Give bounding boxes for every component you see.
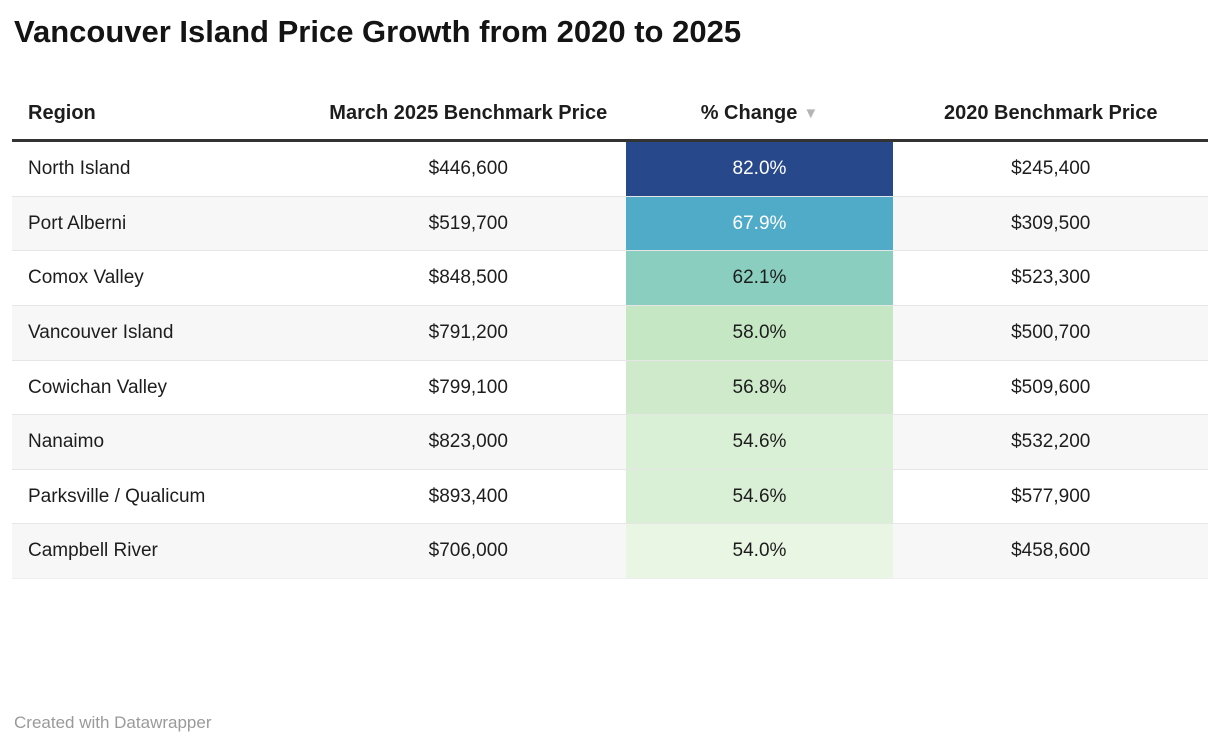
region-cell: Port Alberni <box>12 195 311 251</box>
region-label: North Island <box>28 158 131 179</box>
percent-change-cell: 54.0% <box>625 523 894 580</box>
region-label: Campbell River <box>28 540 158 562</box>
price-2020-cell: $509,600 <box>893 359 1208 415</box>
region-cell: Cowichan Valley <box>12 359 311 415</box>
column-header-change[interactable]: % Change ▼ <box>625 100 894 142</box>
price-2020-cell: $500,700 <box>893 304 1208 361</box>
percent-change-cell: 67.9% <box>625 195 894 251</box>
percent-change-cell: 54.6% <box>625 414 894 470</box>
region-label: Nanaimo <box>28 431 105 453</box>
region-label: Parksville / Qualicum <box>28 485 206 507</box>
table-row: Nanaimo $823,000 54.6% $532,200 <box>12 414 1208 470</box>
price-2020-cell: $577,900 <box>893 468 1208 524</box>
region-cell: Parksville / Qualicum <box>12 468 311 524</box>
percent-change-cell: 54.6% <box>625 468 894 524</box>
column-header-region[interactable]: Region <box>12 100 311 142</box>
region-label: Vancouver Island <box>28 321 174 343</box>
page-title: Vancouver Island Price Growth from 2020 … <box>14 14 742 49</box>
column-header-change-label: % Change <box>700 102 798 124</box>
price-2025-cell: $893,400 <box>311 468 626 524</box>
attribution: Created with Datawrapper <box>14 713 212 732</box>
column-header-region-label: Region <box>28 102 96 124</box>
price-growth-table: Region March 2025 Benchmark Price % Chan… <box>12 100 1208 580</box>
price-2025-cell: $706,000 <box>311 523 626 580</box>
column-header-price-2020[interactable]: 2020 Benchmark Price <box>893 100 1208 142</box>
percent-change-cell: 62.1% <box>625 250 894 306</box>
percent-change-cell: 82.0% <box>625 140 894 197</box>
table-row: Vancouver Island $791,200 58.0% $500,700 <box>12 304 1208 361</box>
region-cell: North Island <box>12 141 311 197</box>
table-body: North Island $446,600 82.0% $245,400 Por… <box>12 140 1208 580</box>
table-row: Comox Valley $848,500 62.1% $523,300 <box>12 250 1208 306</box>
price-2020-cell: $245,400 <box>1011 158 1091 179</box>
column-header-price-2020-label: 2020 Benchmark Price <box>943 102 1158 124</box>
price-2025-cell: $446,600 <box>428 158 508 179</box>
column-header-price-2025[interactable]: March 2025 Benchmark Price <box>311 100 626 142</box>
price-2025-cell: $823,000 <box>311 414 626 470</box>
percent-change-cell: 58.0% <box>625 304 894 361</box>
table-row: Parksville / Qualicum $893,400 54.6% $57… <box>12 468 1208 524</box>
region-cell: Comox Valley <box>12 250 311 306</box>
price-2020-cell: $309,500 <box>893 195 1208 251</box>
region-cell: Nanaimo <box>12 414 311 470</box>
region-cell: Campbell River <box>12 523 311 580</box>
region-label: Cowichan Valley <box>28 376 168 398</box>
region-cell: Vancouver Island <box>12 304 311 361</box>
percent-change-cell: 56.8% <box>625 359 894 415</box>
column-header-price-2025-label: March 2025 Benchmark Price <box>329 102 608 124</box>
price-2020-cell: $523,300 <box>893 250 1208 306</box>
table-row: Port Alberni $519,700 67.9% $309,500 <box>12 195 1208 251</box>
table-row: Campbell River $706,000 54.0% $458,600 <box>12 523 1208 580</box>
price-2025-cell: $799,100 <box>311 359 626 415</box>
table-header-row: Region March 2025 Benchmark Price % Chan… <box>12 100 1208 142</box>
region-label: Comox Valley <box>28 267 144 289</box>
table-row: Cowichan Valley $799,100 56.8% $509,600 <box>12 359 1208 415</box>
price-2020-cell: $458,600 <box>893 523 1208 580</box>
table-row: North Island $446,600 82.0% $245,400 <box>12 140 1208 197</box>
sort-descending-icon[interactable]: ▼ <box>803 105 819 122</box>
price-2025-cell: $791,200 <box>311 304 626 361</box>
price-2025-cell: $519,700 <box>311 195 626 251</box>
price-2020-cell: $532,200 <box>893 414 1208 470</box>
price-2025-cell: $848,500 <box>311 250 626 306</box>
table-header: Region March 2025 Benchmark Price % Chan… <box>12 100 1208 142</box>
region-label: Port Alberni <box>28 212 127 234</box>
